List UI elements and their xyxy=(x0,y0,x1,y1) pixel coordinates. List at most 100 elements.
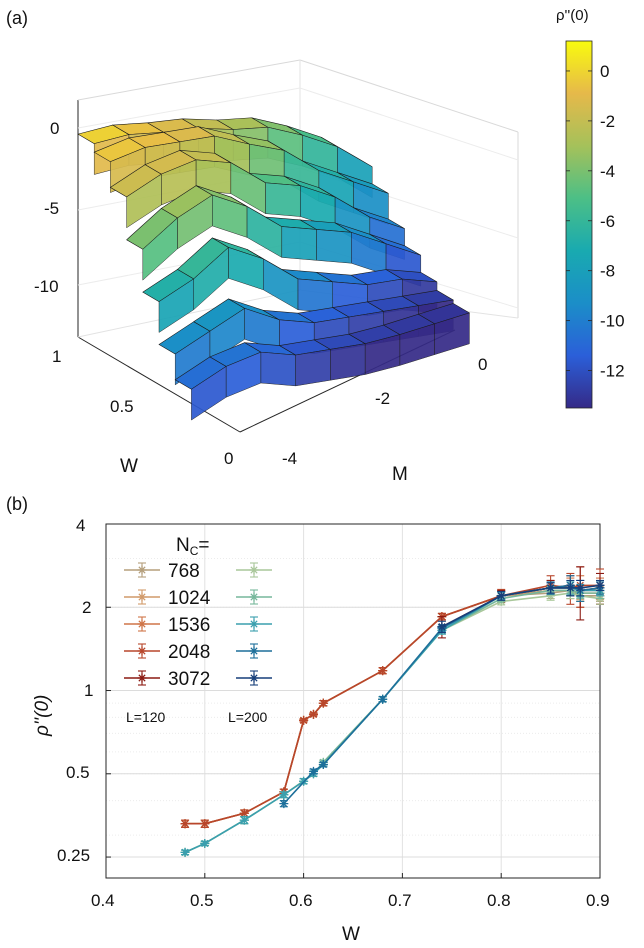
ticks xyxy=(105,523,601,878)
m-tick-label: -2 xyxy=(375,389,390,408)
z-tick-label: 0 xyxy=(50,119,59,138)
series-L120-N2048 xyxy=(180,566,605,829)
surface xyxy=(77,117,471,421)
w-axis-label: W xyxy=(120,456,138,477)
panel-b-label: (b) xyxy=(6,494,28,514)
x-tick-label: 0.5 xyxy=(190,891,214,910)
legend-title-sub: C xyxy=(190,544,199,558)
x-tick-label: 0.7 xyxy=(388,891,412,910)
colorbar-tick-label: -10 xyxy=(600,312,625,331)
series-line xyxy=(185,584,600,825)
series-line xyxy=(185,589,600,825)
legend-swatch xyxy=(124,616,160,632)
legend-entry-label: 3072 xyxy=(168,669,210,690)
legend: NC= 768 1024 1536 2048 3072 L=120 L=200 xyxy=(124,535,272,725)
data-point xyxy=(546,583,556,593)
data-point xyxy=(279,799,289,809)
x-axis-label: W xyxy=(342,924,360,945)
z-tick-label: -5 xyxy=(44,199,59,218)
data-point xyxy=(496,591,506,601)
line-plot: 4 2 1 0.5 0.25 0.4 0.5 0.6 0.7 0.8 0.9 W… xyxy=(32,516,610,945)
series-L200-N2048 xyxy=(279,575,605,809)
colorbar-tick-label: -4 xyxy=(600,162,615,181)
legend-swatch xyxy=(124,589,160,605)
data-point xyxy=(378,694,388,704)
colorbar-title: ρ''(0) xyxy=(556,7,589,24)
surface-plot: 0 -5 -10 1 0.5 0 W -4 -2 0 M ρ''(0) 0 -2 -… xyxy=(34,7,625,485)
series-L120-N1536 xyxy=(180,575,605,829)
legend-marker xyxy=(137,673,147,683)
data-point xyxy=(575,583,585,593)
surface-cliff xyxy=(212,194,248,238)
series-L200-N3072 xyxy=(437,579,605,634)
data-point xyxy=(318,760,328,770)
y-axis-label: ρ''(0) xyxy=(32,695,53,737)
legend-marker xyxy=(249,619,259,629)
data-point xyxy=(180,819,190,829)
data-point xyxy=(378,666,388,676)
surface-cliff xyxy=(263,258,299,311)
colorbar-tick-label: -6 xyxy=(600,212,615,231)
data-point xyxy=(308,766,318,776)
x-tick-label: 0.8 xyxy=(487,891,511,910)
y-tick-label: 4 xyxy=(76,516,85,535)
surface-cliff xyxy=(228,247,264,291)
surface-cliff xyxy=(281,226,317,261)
data-point xyxy=(239,808,249,818)
series-L120-N1024 xyxy=(180,584,605,829)
legend-items: 768 1024 1536 2048 3072 xyxy=(124,561,272,690)
colorbar-tick-label: -2 xyxy=(600,112,615,131)
legend-marker xyxy=(137,592,147,602)
series-L120-N768 xyxy=(180,584,605,829)
legend-marker xyxy=(249,673,259,683)
legend-swatch xyxy=(124,562,160,578)
data-point xyxy=(279,790,289,800)
legend-entry-label: 768 xyxy=(168,561,200,582)
surface-cliff xyxy=(295,349,331,387)
colorbar-ticks: 0 -2 -4 -6 -8 -10 -12 xyxy=(566,62,625,381)
series xyxy=(180,566,605,857)
m-tick-label: 0 xyxy=(478,355,487,374)
y-tick-label: 0.5 xyxy=(66,763,90,782)
legend-marker xyxy=(249,565,259,575)
colorbar-tick-label: -12 xyxy=(600,362,625,381)
legend-title-main: N xyxy=(176,535,190,556)
data-point xyxy=(180,847,190,857)
legend-marker xyxy=(137,565,147,575)
legend-marker xyxy=(137,646,147,656)
legend-marker xyxy=(249,592,259,602)
legend-marker xyxy=(137,619,147,629)
data-point xyxy=(299,715,309,725)
w-tick-label: 0.5 xyxy=(110,397,134,416)
plot-frame xyxy=(105,523,601,879)
surface-cliff xyxy=(260,351,296,387)
legend-entry-label: 1024 xyxy=(168,588,211,609)
w-tick-label: 1 xyxy=(52,347,61,366)
colorbar-tick-label: 0 xyxy=(600,62,609,81)
w-tick-label: 0 xyxy=(224,449,233,468)
data-point xyxy=(200,819,210,829)
surface-cliff xyxy=(434,312,470,355)
y-tick-label: 1 xyxy=(84,681,93,700)
data-point xyxy=(595,580,605,590)
data-point xyxy=(437,622,447,632)
x-tick-label: 0.6 xyxy=(289,891,313,910)
data-point xyxy=(546,591,556,601)
legend-entry-label: 2048 xyxy=(168,642,210,663)
legend-swatch xyxy=(236,616,272,632)
legend-swatch xyxy=(236,589,272,605)
legend-marker xyxy=(249,646,259,656)
data-point xyxy=(318,698,328,708)
surface-cliff xyxy=(316,229,352,264)
legend-entry-label: 1536 xyxy=(168,615,210,636)
x-tick-label: 0.4 xyxy=(91,891,115,910)
panel-a-label: (a) xyxy=(6,8,28,28)
legend-swatch xyxy=(236,643,272,659)
x-tick-label: 0.9 xyxy=(586,891,610,910)
legend-swatch xyxy=(124,670,160,686)
y-tick-label: 2 xyxy=(82,598,91,617)
data-point xyxy=(239,815,249,825)
legend-swatch xyxy=(124,643,160,659)
colorbar-tick-label: -8 xyxy=(600,262,615,281)
